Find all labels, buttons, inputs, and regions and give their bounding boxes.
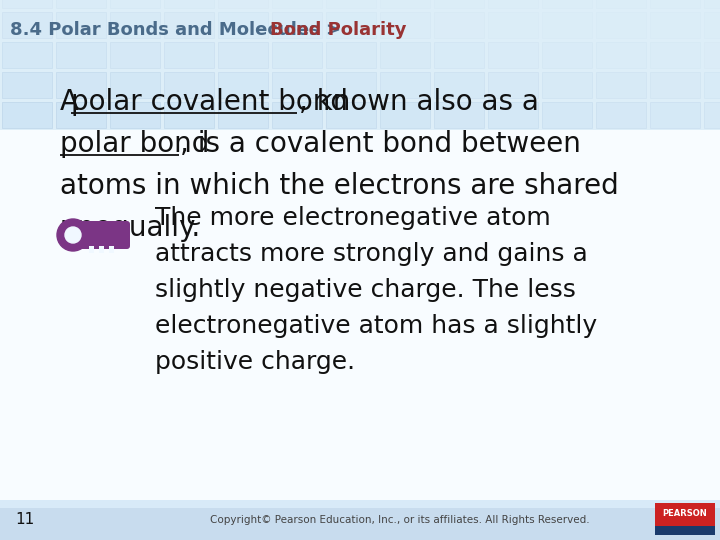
FancyBboxPatch shape [0, 500, 720, 508]
FancyBboxPatch shape [2, 0, 52, 8]
FancyBboxPatch shape [89, 246, 94, 253]
Text: PEARSON: PEARSON [662, 510, 707, 518]
FancyBboxPatch shape [704, 0, 720, 8]
FancyBboxPatch shape [655, 503, 715, 535]
FancyBboxPatch shape [488, 72, 538, 98]
FancyBboxPatch shape [2, 12, 52, 38]
FancyBboxPatch shape [56, 12, 106, 38]
FancyBboxPatch shape [272, 102, 322, 128]
Text: polar covalent bond: polar covalent bond [71, 88, 348, 116]
FancyBboxPatch shape [434, 0, 484, 8]
FancyBboxPatch shape [380, 0, 430, 8]
FancyBboxPatch shape [542, 42, 592, 68]
FancyBboxPatch shape [164, 12, 214, 38]
FancyBboxPatch shape [650, 12, 700, 38]
Text: attracts more strongly and gains a: attracts more strongly and gains a [155, 242, 588, 266]
FancyBboxPatch shape [596, 102, 646, 128]
Text: Copyright© Pearson Education, Inc., or its affiliates. All Rights Reserved.: Copyright© Pearson Education, Inc., or i… [210, 515, 590, 525]
FancyBboxPatch shape [596, 72, 646, 98]
FancyBboxPatch shape [488, 102, 538, 128]
FancyBboxPatch shape [0, 500, 720, 540]
Text: , known also as a: , known also as a [299, 88, 539, 116]
FancyBboxPatch shape [218, 12, 268, 38]
FancyBboxPatch shape [596, 42, 646, 68]
FancyBboxPatch shape [434, 12, 484, 38]
FancyBboxPatch shape [326, 0, 376, 8]
FancyBboxPatch shape [596, 12, 646, 38]
FancyBboxPatch shape [218, 42, 268, 68]
FancyBboxPatch shape [655, 526, 715, 535]
FancyBboxPatch shape [542, 102, 592, 128]
FancyBboxPatch shape [272, 42, 322, 68]
FancyBboxPatch shape [110, 102, 160, 128]
FancyBboxPatch shape [542, 72, 592, 98]
FancyBboxPatch shape [380, 102, 430, 128]
Text: unequally.: unequally. [60, 214, 202, 242]
Text: positive charge.: positive charge. [155, 350, 355, 374]
FancyBboxPatch shape [542, 12, 592, 38]
FancyBboxPatch shape [272, 72, 322, 98]
FancyBboxPatch shape [326, 102, 376, 128]
FancyBboxPatch shape [0, 0, 720, 130]
Text: 11: 11 [15, 512, 35, 528]
FancyBboxPatch shape [650, 102, 700, 128]
FancyBboxPatch shape [488, 42, 538, 68]
FancyBboxPatch shape [272, 0, 322, 8]
FancyBboxPatch shape [650, 42, 700, 68]
Text: A: A [60, 88, 88, 116]
FancyBboxPatch shape [72, 221, 130, 249]
Circle shape [57, 219, 89, 251]
FancyBboxPatch shape [164, 102, 214, 128]
FancyBboxPatch shape [56, 72, 106, 98]
FancyBboxPatch shape [488, 12, 538, 38]
FancyBboxPatch shape [110, 12, 160, 38]
FancyBboxPatch shape [2, 72, 52, 98]
FancyBboxPatch shape [2, 42, 52, 68]
FancyBboxPatch shape [2, 102, 52, 128]
FancyBboxPatch shape [704, 102, 720, 128]
FancyBboxPatch shape [650, 0, 700, 8]
FancyBboxPatch shape [380, 42, 430, 68]
FancyBboxPatch shape [218, 102, 268, 128]
Text: slightly negative charge. The less: slightly negative charge. The less [155, 278, 576, 302]
FancyBboxPatch shape [56, 0, 106, 8]
FancyBboxPatch shape [542, 0, 592, 8]
FancyBboxPatch shape [434, 72, 484, 98]
Circle shape [65, 227, 81, 243]
Text: 8.4 Polar Bonds and Molecules >: 8.4 Polar Bonds and Molecules > [10, 21, 347, 39]
FancyBboxPatch shape [488, 0, 538, 8]
Text: atoms in which the electrons are shared: atoms in which the electrons are shared [60, 172, 618, 200]
FancyBboxPatch shape [326, 72, 376, 98]
FancyBboxPatch shape [596, 0, 646, 8]
FancyBboxPatch shape [704, 12, 720, 38]
FancyBboxPatch shape [56, 42, 106, 68]
FancyBboxPatch shape [218, 0, 268, 8]
Text: polar bond: polar bond [60, 130, 210, 158]
FancyBboxPatch shape [650, 72, 700, 98]
FancyBboxPatch shape [326, 12, 376, 38]
FancyBboxPatch shape [434, 102, 484, 128]
Text: electronegative atom has a slightly: electronegative atom has a slightly [155, 314, 597, 338]
FancyBboxPatch shape [109, 246, 114, 253]
FancyBboxPatch shape [99, 246, 104, 253]
FancyBboxPatch shape [164, 0, 214, 8]
FancyBboxPatch shape [218, 72, 268, 98]
FancyBboxPatch shape [380, 72, 430, 98]
Text: Bond Polarity: Bond Polarity [270, 21, 407, 39]
Text: The more electronegative atom: The more electronegative atom [155, 206, 551, 230]
FancyBboxPatch shape [380, 12, 430, 38]
FancyBboxPatch shape [326, 42, 376, 68]
FancyBboxPatch shape [110, 72, 160, 98]
FancyBboxPatch shape [704, 72, 720, 98]
FancyBboxPatch shape [164, 42, 214, 68]
FancyBboxPatch shape [164, 72, 214, 98]
FancyBboxPatch shape [704, 42, 720, 68]
FancyBboxPatch shape [272, 12, 322, 38]
Text: , is a covalent bond between: , is a covalent bond between [180, 130, 581, 158]
FancyBboxPatch shape [56, 102, 106, 128]
FancyBboxPatch shape [110, 0, 160, 8]
FancyBboxPatch shape [434, 42, 484, 68]
FancyBboxPatch shape [110, 42, 160, 68]
